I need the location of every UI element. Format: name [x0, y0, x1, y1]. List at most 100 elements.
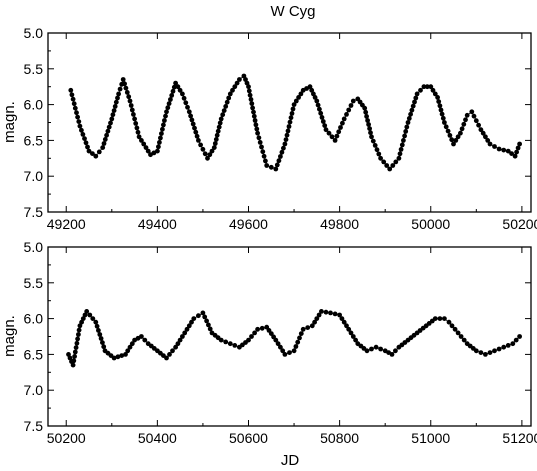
- data-point: [248, 97, 254, 102]
- data-point: [282, 352, 288, 357]
- data-point: [202, 151, 208, 157]
- data-point: [83, 140, 89, 146]
- data-point: [280, 348, 286, 354]
- y-tick-label: 5.5: [24, 61, 44, 77]
- data-point: [344, 112, 349, 117]
- data-point: [340, 120, 345, 126]
- data-point: [125, 348, 131, 354]
- data-point: [254, 126, 260, 132]
- data-point: [243, 77, 248, 82]
- data-point: [136, 134, 142, 140]
- data-point: [389, 352, 395, 357]
- data-point: [364, 348, 370, 354]
- data-point: [68, 87, 74, 93]
- data-point: [175, 341, 181, 347]
- data-point: [166, 101, 172, 106]
- data-point: [282, 141, 288, 147]
- data-point: [180, 334, 185, 339]
- data-point: [505, 148, 511, 154]
- data-point: [213, 137, 219, 142]
- data-point: [69, 92, 75, 98]
- data-point: [86, 148, 92, 154]
- data-point: [123, 85, 129, 91]
- data-point: [211, 145, 217, 151]
- data-point: [346, 107, 352, 113]
- x-tick-label: 50400: [138, 430, 177, 446]
- bottom-series-points: [66, 309, 522, 368]
- data-point: [200, 310, 206, 316]
- data-point: [205, 155, 210, 161]
- data-point: [80, 316, 86, 321]
- x-tick-label: 50200: [47, 430, 86, 446]
- data-point: [513, 337, 519, 343]
- data-point: [202, 314, 208, 320]
- data-point: [289, 111, 295, 116]
- y-tick-label: 5.5: [24, 275, 44, 291]
- data-point: [164, 109, 169, 115]
- data-point: [384, 163, 390, 168]
- series-line: [70, 75, 520, 170]
- top-chart-title: W Cyg: [271, 3, 316, 20]
- data-point: [158, 135, 163, 141]
- data-point: [414, 91, 420, 97]
- data-point: [341, 116, 347, 122]
- data-point: [478, 127, 484, 133]
- data-point: [492, 144, 497, 149]
- data-point: [332, 138, 338, 143]
- data-point: [409, 107, 415, 113]
- data-point: [350, 98, 356, 104]
- data-point: [336, 129, 342, 135]
- data-point: [102, 137, 108, 142]
- data-point: [84, 309, 90, 314]
- data-point: [432, 316, 438, 321]
- data-point: [278, 154, 283, 159]
- data-point: [353, 337, 358, 343]
- data-point: [132, 116, 138, 122]
- data-point: [168, 97, 173, 102]
- data-point: [251, 113, 257, 119]
- data-point: [512, 153, 518, 159]
- data-point: [126, 94, 132, 100]
- data-point: [189, 319, 194, 325]
- data-point: [364, 114, 369, 119]
- data-point: [487, 350, 493, 355]
- data-point: [428, 84, 434, 90]
- data-point: [133, 121, 139, 126]
- data-point: [283, 137, 289, 143]
- data-point: [186, 109, 192, 115]
- data-point: [218, 116, 224, 122]
- data-point: [274, 162, 280, 168]
- data-point: [129, 341, 135, 347]
- data-point: [421, 84, 427, 90]
- data-point: [390, 163, 396, 168]
- x-tick-label: 50000: [411, 216, 450, 232]
- y-tick-label: 6.5: [24, 132, 44, 148]
- data-point: [439, 111, 445, 117]
- data-point: [410, 103, 416, 109]
- data-point: [77, 123, 83, 129]
- data-point: [71, 101, 77, 107]
- data-point: [290, 106, 296, 112]
- data-point: [186, 323, 192, 329]
- top-panel: magn. 49200 49400 49600 49800 50000 50200 5.0 5…: [1, 25, 537, 232]
- data-point: [214, 132, 220, 138]
- data-point: [319, 115, 325, 120]
- data-point: [200, 146, 206, 152]
- data-point: [191, 316, 197, 321]
- data-point: [517, 334, 522, 339]
- data-point: [129, 107, 135, 113]
- x-tick-label: 51200: [502, 430, 537, 446]
- y-tick-label: 5.0: [24, 239, 44, 255]
- data-point: [464, 112, 470, 118]
- data-point: [209, 148, 215, 154]
- data-point: [177, 87, 183, 93]
- data-point: [170, 348, 175, 354]
- data-point: [100, 340, 105, 345]
- data-point: [72, 105, 78, 111]
- data-point: [127, 98, 133, 104]
- data-point: [381, 159, 387, 165]
- top-series-line: [70, 75, 520, 170]
- data-point: [413, 95, 419, 101]
- data-point: [175, 84, 181, 90]
